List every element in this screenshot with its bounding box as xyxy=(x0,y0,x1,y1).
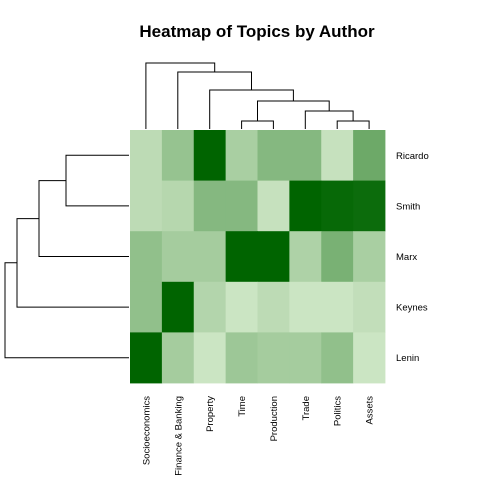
heatmap-cell xyxy=(193,130,227,181)
dendrogram-branch xyxy=(304,110,354,129)
heatmap-cells xyxy=(130,130,386,384)
heatmap-cell xyxy=(130,231,163,283)
heatmap-cell xyxy=(289,180,322,232)
heatmap-cell xyxy=(353,231,386,283)
heatmap-cell xyxy=(193,231,227,283)
heatmap-cell xyxy=(353,130,386,181)
heatmap-cell xyxy=(321,332,354,384)
column-label: Trade xyxy=(301,396,312,420)
dendrogram-branch xyxy=(4,262,129,359)
dendrogram-branch xyxy=(177,71,252,129)
heatmap-cell xyxy=(161,332,195,384)
heatmap-cell xyxy=(130,281,163,333)
heatmap-cell xyxy=(257,231,290,283)
heatmap-cell xyxy=(161,231,195,283)
heatmap-cell xyxy=(289,281,322,333)
heatmap-cell xyxy=(257,332,290,384)
column-label: Property xyxy=(205,396,216,432)
dendrogram-branch xyxy=(38,180,129,257)
heatmap-cell xyxy=(225,281,258,333)
heatmap-cell xyxy=(161,180,195,232)
column-label: Socioeconomics xyxy=(141,396,152,465)
heatmap-cell xyxy=(225,180,258,232)
heatmap-cell xyxy=(321,231,354,283)
column-label: Production xyxy=(269,396,280,441)
heatmap-cell xyxy=(130,180,163,232)
chart-title: Heatmap of Topics by Author xyxy=(139,22,375,41)
column-dendrogram xyxy=(145,62,370,129)
column-label: Time xyxy=(237,396,248,417)
row-dendrogram xyxy=(4,154,129,359)
dendrogram-branch xyxy=(241,120,274,129)
heatmap-cell xyxy=(193,180,227,232)
heatmap-cell xyxy=(353,281,386,333)
column-label: Assets xyxy=(365,396,376,425)
heatmap-cell xyxy=(225,231,258,283)
heatmap-cell xyxy=(289,130,322,181)
row-label: Marx xyxy=(396,252,417,263)
heatmap-cell xyxy=(289,231,322,283)
column-labels: Socioeconomics Finance & Banking Property T… xyxy=(141,396,375,476)
heatmap-cell xyxy=(225,130,258,181)
heatmap-cell xyxy=(193,332,227,384)
heatmap-cell xyxy=(257,130,290,181)
heatmap-cell xyxy=(225,332,258,384)
row-label: Ricardo xyxy=(396,151,429,162)
heatmap-cell xyxy=(353,332,386,384)
column-label: Finance & Banking xyxy=(173,396,184,476)
heatmap-cell xyxy=(193,281,227,333)
row-label: Keynes xyxy=(396,303,428,314)
row-labels: Ricardo Smith Marx Keynes Lenin xyxy=(396,151,429,364)
heatmap-cell xyxy=(130,332,163,384)
heatmap-cell xyxy=(130,130,163,181)
heatmap-cell xyxy=(161,281,195,333)
dendrogram-branch xyxy=(16,218,129,308)
heatmap-cell xyxy=(161,130,195,181)
dendrogram-branch xyxy=(145,62,216,129)
dendrogram-branch xyxy=(65,154,129,207)
heatmap-cell xyxy=(321,281,354,333)
heatmap-cell xyxy=(321,180,354,232)
row-label: Lenin xyxy=(396,353,419,364)
dendrogram-branch xyxy=(209,89,294,129)
dendrogram-branch xyxy=(336,120,370,129)
heatmap-cell xyxy=(289,332,322,384)
column-label: Politics xyxy=(333,396,344,426)
heatmap-cell xyxy=(321,130,354,181)
row-label: Smith xyxy=(396,201,420,212)
heatmap-cell xyxy=(257,180,290,232)
heatmap-cell xyxy=(257,281,290,333)
heatmap-cell xyxy=(353,180,386,232)
